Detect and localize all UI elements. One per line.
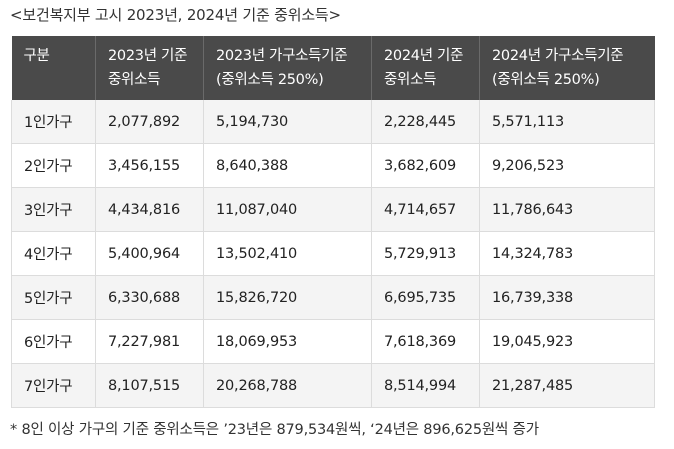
household-2023-cell: 5,194,730 — [203, 100, 372, 144]
median-income-table: 구분 2023년 기준 중위소득 2023년 가구소득기준 (중위소득 250%) … — [11, 36, 655, 408]
header-2023-median: 2023년 기준 중위소득 — [95, 36, 204, 100]
footnote: * 8인 이상 가구의 기준 중위소득은 ’23년은 879,534원씩, ‘2… — [10, 422, 539, 438]
median-2023-cell: 6,330,688 — [95, 275, 204, 320]
median-2024-cell: 7,618,369 — [371, 319, 480, 364]
household-size-cell: 7인가구 — [11, 363, 96, 408]
median-2024-cell: 2,228,445 — [371, 100, 480, 144]
household-size-cell: 2인가구 — [11, 143, 96, 188]
median-2024-cell: 5,729,913 — [371, 231, 480, 276]
household-2024-cell: 16,739,338 — [479, 275, 655, 320]
household-2023-cell: 13,502,410 — [203, 231, 372, 276]
median-2023-cell: 7,227,981 — [95, 319, 204, 364]
table-caption: <보건복지부 고시 2023년, 2024년 기준 중위소득> — [10, 6, 341, 24]
table-row: 3인가구 4,434,816 11,087,040 4,714,657 11,7… — [11, 187, 655, 232]
median-2024-cell: 4,714,657 — [371, 187, 480, 232]
household-2023-cell: 15,826,720 — [203, 275, 372, 320]
header-2024-median: 2024년 기준 중위소득 — [371, 36, 480, 100]
median-2023-cell: 5,400,964 — [95, 231, 204, 276]
median-2024-cell: 6,695,735 — [371, 275, 480, 320]
median-2024-cell: 3,682,609 — [371, 143, 480, 188]
table-row: 2인가구 3,456,155 8,640,388 3,682,609 9,206… — [11, 143, 655, 188]
household-size-cell: 5인가구 — [11, 275, 96, 320]
header-2023-household: 2023년 가구소득기준 (중위소득 250%) — [203, 36, 372, 100]
household-2024-cell: 11,786,643 — [479, 187, 655, 232]
median-2023-cell: 8,107,515 — [95, 363, 204, 408]
table-row: 7인가구 8,107,515 20,268,788 8,514,994 21,2… — [11, 363, 655, 408]
household-size-cell: 4인가구 — [11, 231, 96, 276]
household-2023-cell: 8,640,388 — [203, 143, 372, 188]
household-size-cell: 1인가구 — [11, 100, 96, 144]
median-2023-cell: 3,456,155 — [95, 143, 204, 188]
household-2024-cell: 14,324,783 — [479, 231, 655, 276]
median-2023-cell: 2,077,892 — [95, 100, 204, 144]
household-2024-cell: 5,571,113 — [479, 100, 655, 144]
table-header-row: 구분 2023년 기준 중위소득 2023년 가구소득기준 (중위소득 250%) … — [11, 36, 655, 100]
household-size-cell: 6인가구 — [11, 319, 96, 364]
table-row: 1인가구 2,077,892 5,194,730 2,228,445 5,571… — [11, 100, 655, 144]
median-2024-cell: 8,514,994 — [371, 363, 480, 408]
table-row: 5인가구 6,330,688 15,826,720 6,695,735 16,7… — [11, 275, 655, 320]
header-2024-household: 2024년 가구소득기준 (중위소득 250%) — [479, 36, 655, 100]
household-2023-cell: 11,087,040 — [203, 187, 372, 232]
household-2023-cell: 20,268,788 — [203, 363, 372, 408]
household-2024-cell: 19,045,923 — [479, 319, 655, 364]
household-2024-cell: 21,287,485 — [479, 363, 655, 408]
household-size-cell: 3인가구 — [11, 187, 96, 232]
household-2024-cell: 9,206,523 — [479, 143, 655, 188]
header-category: 구분 — [11, 36, 96, 100]
table-row: 6인가구 7,227,981 18,069,953 7,618,369 19,0… — [11, 319, 655, 364]
household-2023-cell: 18,069,953 — [203, 319, 372, 364]
median-2023-cell: 4,434,816 — [95, 187, 204, 232]
table-row: 4인가구 5,400,964 13,502,410 5,729,913 14,3… — [11, 231, 655, 276]
